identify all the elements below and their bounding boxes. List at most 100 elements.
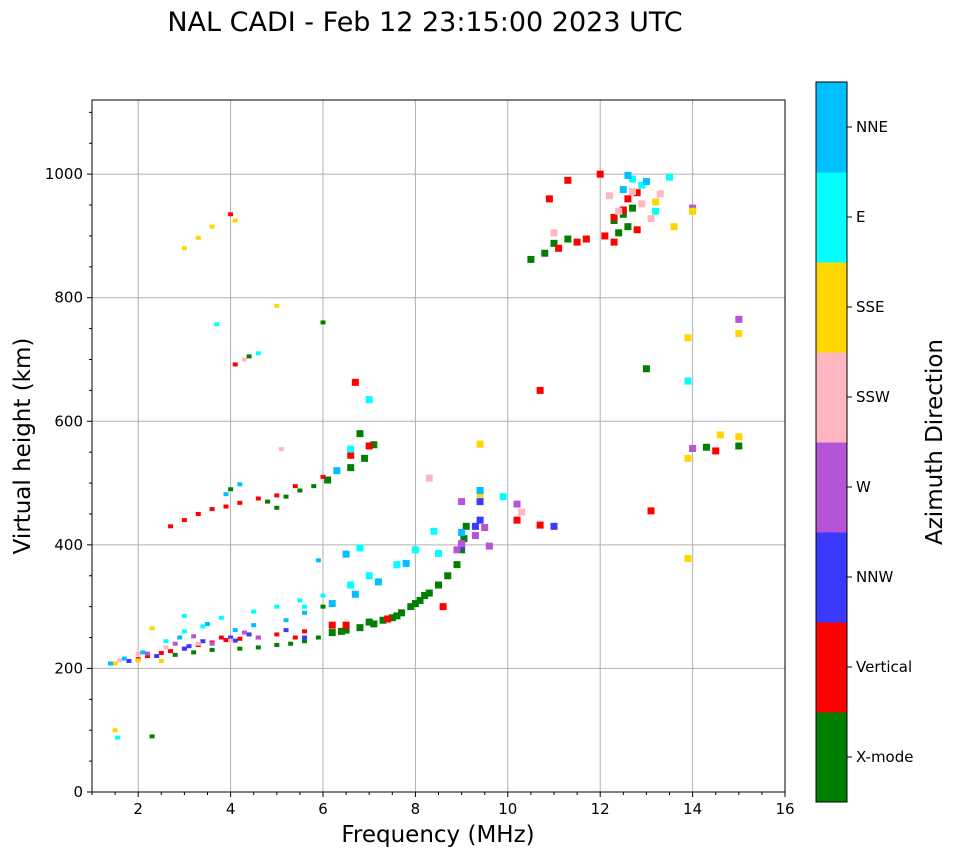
data-point-nne <box>121 656 127 661</box>
data-point-vertical <box>601 232 609 240</box>
data-point-x-mode <box>320 320 326 325</box>
data-point-x-mode <box>527 255 535 263</box>
data-point-e <box>163 639 169 644</box>
data-point-w <box>209 641 215 646</box>
data-point-vertical <box>347 451 355 459</box>
x-tick-label: 2 <box>133 800 143 818</box>
data-point-ssw <box>163 645 169 650</box>
data-point-nnw <box>476 498 484 506</box>
data-point-x-mode <box>444 572 452 580</box>
data-point-x-mode <box>356 624 364 632</box>
data-point-vertical <box>158 650 164 655</box>
data-point-e <box>365 396 373 404</box>
data-point-x-mode <box>435 581 442 589</box>
data-point-x-mode <box>320 604 326 609</box>
data-point-sse <box>716 431 724 439</box>
colorbar-frame <box>815 81 848 803</box>
data-point-vertical <box>564 176 572 184</box>
data-point-nne <box>107 661 113 666</box>
data-point-x-mode <box>398 609 406 617</box>
data-point-vertical <box>255 496 261 501</box>
data-point-sse <box>274 303 280 308</box>
data-point-x-mode <box>642 365 650 373</box>
data-point-vertical <box>624 195 632 203</box>
data-point-e <box>430 527 438 535</box>
data-point-sse <box>684 334 692 342</box>
data-point-nnw <box>476 516 484 524</box>
data-point-w <box>471 532 479 540</box>
data-point-ssw <box>518 508 526 516</box>
data-point-x-mode <box>302 639 308 644</box>
data-point-x-mode <box>342 626 350 634</box>
colorbar-tick-label: SSE <box>856 298 885 316</box>
data-point-e <box>251 609 257 614</box>
data-point-vertical <box>328 621 336 629</box>
data-point-vertical <box>209 507 215 512</box>
data-point-x-mode <box>297 488 303 493</box>
data-point-x-mode <box>453 561 461 569</box>
y-tick-label: 800 <box>54 289 83 307</box>
plot-area <box>92 100 785 792</box>
data-point-x-mode <box>265 499 271 504</box>
data-point-sse <box>684 554 692 562</box>
data-point-x-mode <box>388 614 396 622</box>
data-point-vertical <box>582 235 590 243</box>
data-point-nne <box>619 186 627 194</box>
data-point-x-mode <box>228 487 234 492</box>
data-point-vertical <box>292 635 298 640</box>
data-point-x-mode <box>407 603 415 611</box>
data-point-vertical <box>610 238 618 246</box>
data-point-sse <box>652 198 660 206</box>
data-point-nne <box>624 171 632 179</box>
data-point-x-mode <box>615 229 623 237</box>
data-point-e <box>347 445 355 453</box>
data-point-nne <box>342 550 350 558</box>
data-point-vertical <box>555 244 563 252</box>
data-point-w <box>513 500 521 508</box>
data-point-x-mode <box>564 235 572 243</box>
data-point-x-mode <box>393 612 401 620</box>
data-point-ssw <box>195 641 201 646</box>
data-point-x-mode <box>209 647 215 652</box>
data-point-sse <box>209 224 215 229</box>
chart-title: NAL CADI - Feb 12 23:15:00 2023 UTC <box>167 7 682 38</box>
data-point-x-mode <box>425 589 433 597</box>
data-point-nne <box>205 621 210 626</box>
colorbar-segment <box>816 262 847 353</box>
data-point-nne <box>374 578 382 586</box>
data-point-w <box>172 641 178 646</box>
data-point-vertical <box>342 621 350 629</box>
y-tick-label: 600 <box>54 412 83 430</box>
x-tick-label: 4 <box>226 800 236 818</box>
x-tick-label: 6 <box>318 800 328 818</box>
data-point-ssw <box>550 229 558 237</box>
data-point-nne <box>232 628 238 633</box>
data-point-nne <box>283 618 289 623</box>
data-point-vertical <box>223 504 229 509</box>
data-point-x-mode <box>328 629 336 637</box>
data-point-vertical <box>439 603 447 611</box>
data-point-x-mode <box>274 642 280 647</box>
data-point-w <box>689 444 697 452</box>
data-point-sse <box>112 728 118 733</box>
data-point-sse <box>670 223 678 231</box>
data-point-x-mode <box>370 441 378 449</box>
data-point-w <box>458 498 466 506</box>
data-point-x-mode <box>550 239 558 247</box>
data-point-vertical <box>302 629 308 634</box>
data-point-ssw <box>278 447 284 452</box>
data-point-nnw <box>186 644 192 649</box>
colorbar-segment <box>816 532 847 623</box>
data-point-x-mode <box>315 635 321 640</box>
data-point-nne <box>476 486 484 494</box>
data-point-nnw <box>550 522 558 530</box>
data-point-nnw <box>181 646 187 651</box>
data-point-x-mode <box>379 616 387 624</box>
data-point-vertical <box>223 638 229 643</box>
data-point-nne <box>351 590 359 598</box>
data-point-x-mode <box>246 354 252 359</box>
data-point-vertical <box>228 212 234 217</box>
data-point-x-mode <box>288 641 294 646</box>
data-point-sse <box>476 490 484 498</box>
data-point-ssw <box>647 215 655 223</box>
